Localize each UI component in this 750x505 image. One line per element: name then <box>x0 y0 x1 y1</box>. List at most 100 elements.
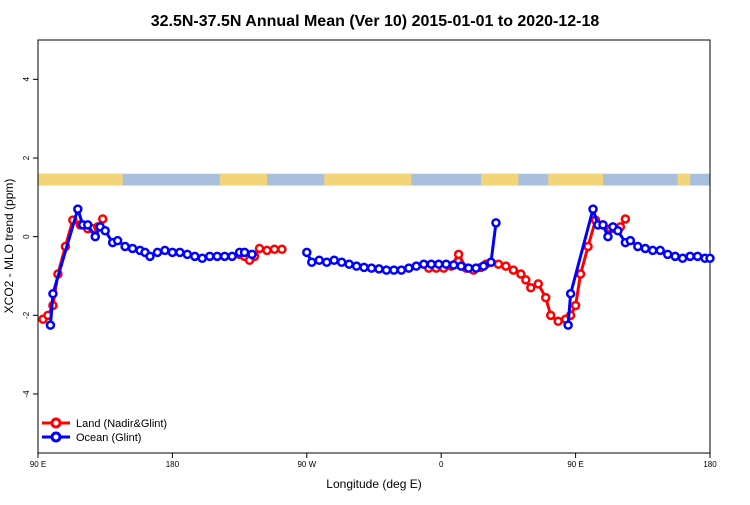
legend-ocean-label: Ocean (Glint) <box>76 432 141 444</box>
data-point <box>329 255 339 266</box>
x-tick-label: 90 W <box>297 460 316 469</box>
data-point <box>471 263 481 273</box>
data-point <box>219 251 230 262</box>
data-point <box>389 265 399 275</box>
data-point <box>692 251 703 262</box>
legend-ocean-marker <box>50 431 62 443</box>
data-point <box>625 235 636 246</box>
data-point <box>45 320 56 330</box>
data-point <box>419 259 429 269</box>
y-tick-label: 0 <box>22 234 31 239</box>
data-point <box>120 241 130 252</box>
data-point <box>73 204 83 214</box>
x-axis-label: Longitude (deg E) <box>326 477 421 491</box>
land-segment <box>481 173 519 186</box>
data-point <box>478 261 489 271</box>
data-point <box>575 269 586 279</box>
y-tick-label: -4 <box>22 390 31 398</box>
x-tick-label: 180 <box>703 460 717 469</box>
data-point <box>97 214 108 224</box>
plot-frame <box>37 39 711 454</box>
y-tick-label: 4 <box>22 77 31 82</box>
data-point <box>453 249 464 260</box>
data-point <box>620 214 631 224</box>
data-point <box>448 260 459 270</box>
data-point <box>521 275 531 285</box>
data-point <box>359 262 369 273</box>
data-point <box>508 265 519 275</box>
land-segment <box>38 173 123 186</box>
data-point <box>598 220 608 230</box>
chart-title: 32.5N-37.5N Annual Mean (Ver 10) 2015-01… <box>151 13 600 30</box>
y-axis-label: XCO2 - MLO trend (ppm) <box>2 179 16 314</box>
legend-land-marker <box>50 417 62 429</box>
land-segment <box>548 173 603 186</box>
land-segment <box>219 173 267 186</box>
data-point <box>433 259 444 269</box>
y-tick-label: 2 <box>22 155 31 160</box>
data-point <box>175 247 185 258</box>
data-point <box>167 247 178 258</box>
land-segment <box>677 173 691 186</box>
data-point <box>493 259 504 269</box>
land-mask-band <box>38 173 710 186</box>
y-tick-label: -2 <box>22 311 31 319</box>
data-point <box>152 247 163 258</box>
data-point <box>212 251 222 262</box>
x-tick-label: 90 E <box>30 460 46 469</box>
data-point <box>441 259 451 269</box>
data-point <box>48 288 58 299</box>
data-point <box>533 279 544 289</box>
data-point <box>336 257 347 267</box>
series-layer <box>38 204 715 330</box>
data-point <box>314 255 324 266</box>
data-point <box>583 241 593 252</box>
series-land <box>38 214 631 326</box>
data-point <box>145 251 155 262</box>
data-point <box>516 269 526 279</box>
data-point <box>705 253 715 264</box>
data-point <box>491 218 501 228</box>
data-point <box>112 235 123 246</box>
data-point <box>344 259 354 269</box>
data-point <box>90 231 100 242</box>
data-point <box>239 247 250 258</box>
data-point <box>633 241 643 252</box>
data-point <box>321 257 332 267</box>
data-point <box>463 263 474 273</box>
data-point <box>640 243 651 254</box>
data-point <box>553 316 563 326</box>
legend-land-label: Land (Nadir&Glint) <box>76 418 167 430</box>
data-point <box>588 204 598 214</box>
data-point <box>545 310 556 321</box>
x-tick-label: 180 <box>166 460 180 469</box>
data-point <box>526 283 536 293</box>
data-point <box>404 263 414 273</box>
data-point <box>262 245 272 256</box>
data-point <box>190 251 200 262</box>
data-point <box>613 226 623 236</box>
data-point <box>182 249 193 260</box>
data-point <box>197 253 208 264</box>
data-point <box>247 249 257 260</box>
data-point <box>670 251 680 262</box>
data-point <box>540 292 551 303</box>
data-point <box>254 243 265 254</box>
x-tick-label: 0 <box>439 460 444 469</box>
data-point <box>662 249 673 260</box>
data-point <box>426 259 436 269</box>
data-point <box>227 251 237 262</box>
data-point <box>374 264 384 274</box>
data-point <box>381 265 392 275</box>
series-line <box>428 218 627 323</box>
data-point <box>570 300 581 311</box>
data-point <box>486 257 496 267</box>
axis-ticks: 90 E 180 90 W 0 90 E 180 -4 -2 0 2 4 <box>22 77 717 469</box>
data-point <box>411 261 422 271</box>
x-tick-label: 90 E <box>567 460 583 469</box>
data-point <box>563 320 573 330</box>
legend: Land (Nadir&Glint) Ocean (Glint) <box>42 417 167 444</box>
data-point <box>204 251 215 262</box>
data-point <box>302 247 312 258</box>
